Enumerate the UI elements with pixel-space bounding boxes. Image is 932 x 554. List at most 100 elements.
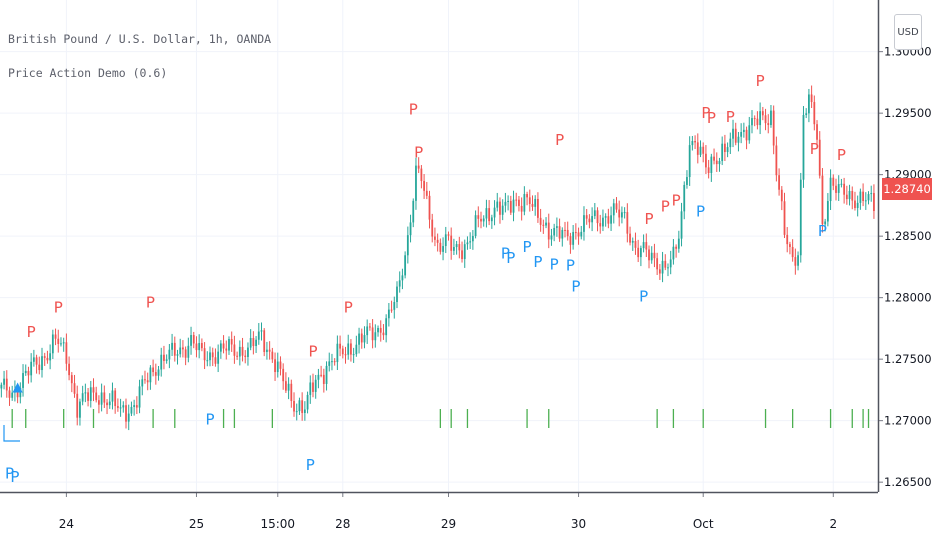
candle-body xyxy=(138,386,141,408)
candle-body xyxy=(547,222,550,240)
candle-body xyxy=(810,94,813,103)
signal-high-label: P xyxy=(54,298,63,316)
candle-body xyxy=(499,201,501,215)
candle-body xyxy=(92,387,95,393)
candle-body xyxy=(290,383,293,401)
candle-body xyxy=(845,194,848,200)
candle-body xyxy=(314,379,317,392)
candle-body xyxy=(374,332,377,341)
candle-body xyxy=(802,114,805,180)
candle-body xyxy=(550,235,553,240)
candle-body xyxy=(439,242,442,252)
candle-body xyxy=(192,335,195,344)
candle-body xyxy=(686,177,688,185)
candle-body xyxy=(312,382,314,392)
signal-high-label: P xyxy=(661,198,670,216)
candle-body xyxy=(133,405,136,407)
candle-body xyxy=(209,352,211,361)
candle-body xyxy=(634,240,637,248)
candle-body xyxy=(648,249,650,261)
currency-button[interactable]: USD xyxy=(894,14,922,50)
triangle-up-marker xyxy=(12,382,23,393)
candle-body xyxy=(306,394,309,410)
candle-body xyxy=(434,236,436,240)
candle-body xyxy=(396,286,398,303)
signal-low-label: P xyxy=(523,238,532,256)
signal-high-label: P xyxy=(837,146,846,164)
candle-body xyxy=(496,201,499,208)
signal-high-label: P xyxy=(27,323,36,341)
candle-body xyxy=(531,203,534,207)
candle-body xyxy=(759,111,762,126)
candle-body xyxy=(27,370,30,376)
y-tick-label: 1.27500 xyxy=(884,352,932,366)
candle-body xyxy=(807,94,810,114)
candle-body xyxy=(266,349,268,353)
candle-body xyxy=(534,198,537,207)
candle-body xyxy=(303,409,306,413)
signal-low-label: P xyxy=(566,257,575,275)
candle-body xyxy=(664,260,667,268)
candle-body xyxy=(821,175,824,225)
candle-body xyxy=(650,252,653,261)
signal-low-label: P xyxy=(10,468,19,486)
candle-body xyxy=(24,370,27,374)
candle-body xyxy=(301,400,304,413)
candle-body xyxy=(775,145,778,176)
candle-body xyxy=(723,143,726,153)
candle-body xyxy=(694,141,696,143)
candle-body xyxy=(732,128,734,139)
grid xyxy=(0,0,878,492)
candle-body xyxy=(518,199,520,206)
candle-body xyxy=(745,129,748,141)
candle-body xyxy=(569,236,572,245)
candle-body xyxy=(629,233,631,243)
candle-body xyxy=(317,374,320,380)
candle-body xyxy=(350,343,352,355)
candle-body xyxy=(282,368,285,382)
candle-body xyxy=(260,330,263,332)
candle-body xyxy=(455,244,458,248)
candle-body xyxy=(263,330,266,353)
candle-body xyxy=(228,339,230,351)
candle-body xyxy=(390,309,393,311)
candle-body xyxy=(564,229,566,231)
candle-body xyxy=(740,132,743,137)
candle-body xyxy=(705,153,707,168)
indicator-title[interactable]: Price Action Demo (0.6) xyxy=(8,66,168,80)
candle-body xyxy=(46,357,49,361)
candle-body xyxy=(442,246,444,252)
signal-high-label: P xyxy=(756,72,765,90)
candle-body xyxy=(276,361,279,373)
candle-body xyxy=(574,232,577,234)
signal-low-label: P xyxy=(205,410,214,428)
candle-body xyxy=(873,193,875,212)
candle-body xyxy=(715,160,718,165)
candle-body xyxy=(789,244,791,247)
signal-low-label: P xyxy=(571,278,580,296)
candle-body xyxy=(566,229,569,237)
candle-body xyxy=(631,240,634,243)
x-tick-label: Oct xyxy=(693,517,714,531)
candle-body xyxy=(751,118,753,126)
candle-body xyxy=(339,343,341,349)
candle-body xyxy=(38,364,41,371)
candle-body xyxy=(786,234,789,245)
y-tick-label: 1.29500 xyxy=(884,106,932,120)
candle-body xyxy=(0,384,3,389)
candle-body xyxy=(331,361,333,363)
candle-body xyxy=(222,343,225,349)
candle-body xyxy=(737,136,740,143)
candle-body xyxy=(360,333,363,343)
candle-body xyxy=(295,411,298,413)
candle-body xyxy=(87,392,89,401)
candle-body xyxy=(70,375,73,384)
candle-body xyxy=(154,372,157,376)
signal-high-label: P xyxy=(414,143,423,161)
candle-body xyxy=(173,342,176,356)
candle-body xyxy=(702,146,705,154)
candle-body xyxy=(219,343,222,352)
